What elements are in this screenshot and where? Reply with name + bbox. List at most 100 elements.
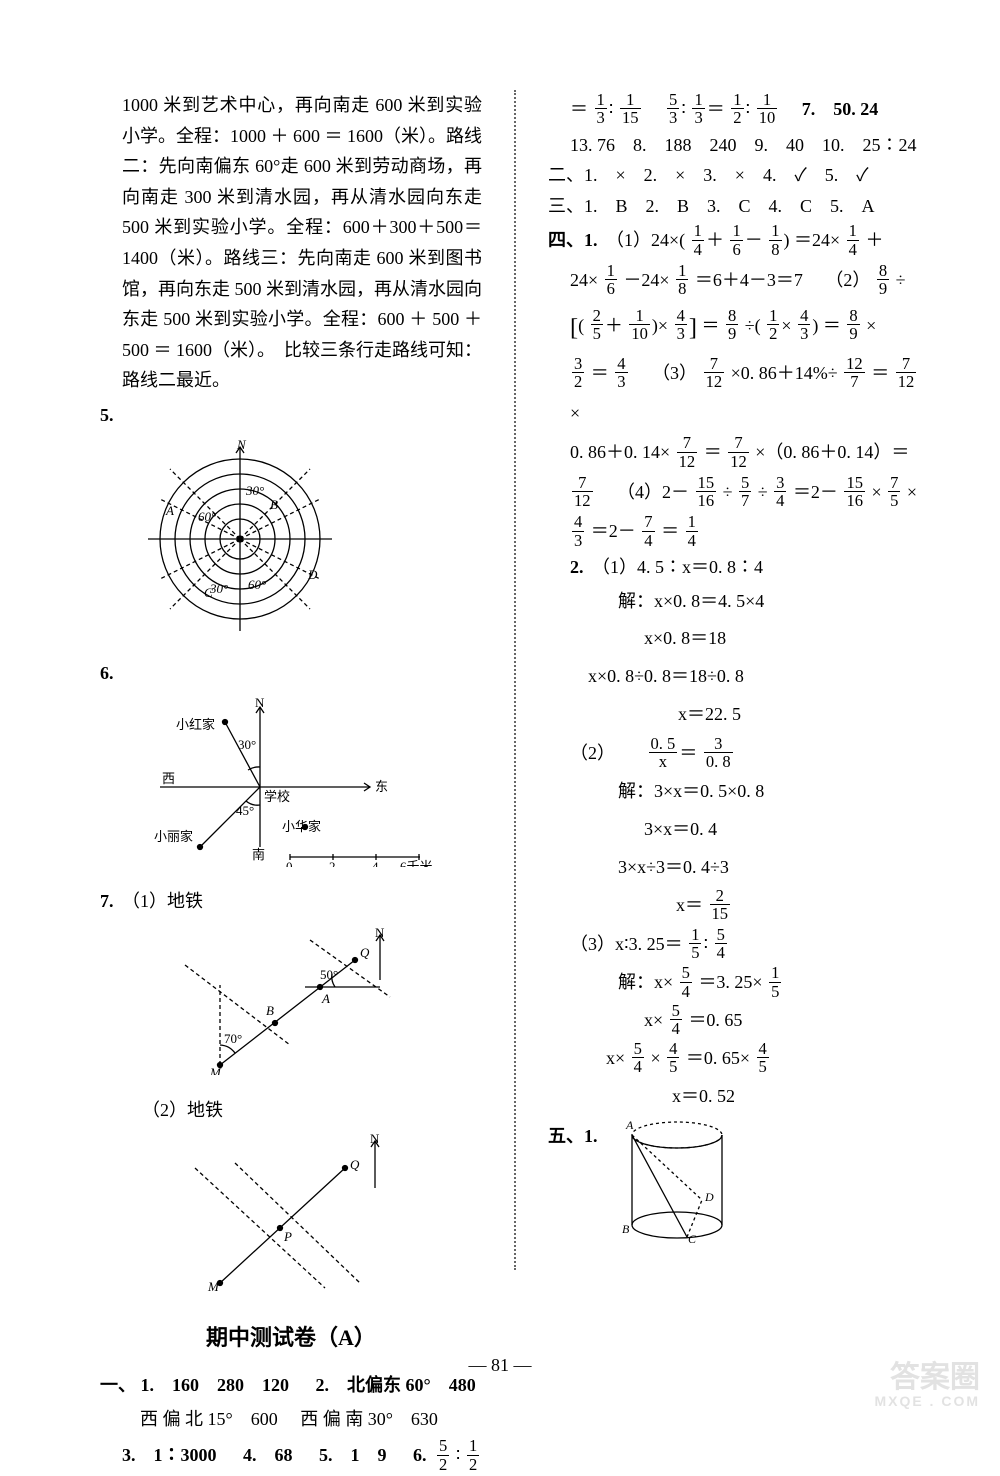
s1-i5: 5. 1 9 <box>319 1445 387 1465</box>
q2-3-head: （3）x∶3. 25＝ 15∶ 54 <box>548 925 930 965</box>
q7: 7. （1）地铁 <box>100 886 482 917</box>
q2-1-r3: x＝22. 5 <box>618 696 930 734</box>
sec4-q1-4b: 43 ＝2－ 74 ＝ 14 <box>548 512 930 552</box>
s1-i6: 6. <box>413 1445 427 1465</box>
d7b-M: M <box>207 1279 220 1293</box>
q2-2-r0: 解：3×x＝0. 5×0. 8 <box>618 773 930 811</box>
s1-i3: 3. 1∶3000 <box>122 1445 217 1465</box>
d6-E: 东 <box>375 779 388 794</box>
cyl-D: D <box>704 1190 714 1204</box>
r-l1-eq: ＝ <box>570 99 588 119</box>
r-l1-tail: 7. 50. 24 <box>802 99 879 119</box>
diag5-ang2: 60° <box>198 509 216 524</box>
d6-S: 南 <box>252 847 265 862</box>
d6-t4: 4 <box>372 859 379 867</box>
d7a-70: 70° <box>224 1031 242 1046</box>
q6-label: 6. <box>100 663 114 683</box>
d6-school: 学校 <box>264 789 290 804</box>
q5: 5. <box>100 400 482 431</box>
cyl-B: B <box>622 1222 630 1236</box>
diag5-ang1: 30° <box>245 483 264 498</box>
sec3: 三、1. B 2. B 3. C 4. C 5. A <box>548 191 930 222</box>
r-line2: 13. 76 8. 188 240 9. 40 10. 25∶24 <box>548 130 930 161</box>
r-line1: ＝ 13∶ 115 53∶ 13＝ 12∶ 110 7. 50. 24 <box>548 90 930 130</box>
d6-li: 小丽家 <box>154 829 193 844</box>
d7a-B: B <box>266 1003 274 1018</box>
d6-t0: 0 <box>286 859 293 867</box>
cyl-C: C <box>688 1232 697 1245</box>
q7-label: 7. <box>100 891 114 911</box>
q2-1-rows: 解：x×0. 8＝4. 5×4 x×0. 8＝18 x×0. 8÷0. 8＝18… <box>548 583 930 734</box>
diagram-7b: N M P Q <box>180 1133 482 1303</box>
d6-t2: 2 <box>329 859 336 867</box>
d6-ang30: 30° <box>238 737 256 752</box>
diagram-5-compass: N A B C D 30° 60° 30° 60° <box>140 439 482 649</box>
frac-1-2a: 12 <box>467 1437 479 1473</box>
sec5: 五、1. A B C D <box>548 1115 930 1245</box>
q2-2-r1: 3×x＝0. 4 <box>618 811 930 849</box>
q2-2-r3: x＝ 215 <box>618 887 930 925</box>
q6: 6. <box>100 658 482 689</box>
paragraph-routes: 1000 米到艺术中心，再向南走 600 米到实验小学。全程：1000 ＋ 60… <box>100 90 482 396</box>
q2-2-r2: 3×x÷3＝0. 4÷3 <box>618 849 930 887</box>
column-divider <box>514 90 516 1270</box>
q2-3-last: x＝0. 52 <box>618 1078 930 1116</box>
sec4-q1-1: 四、1. （1）24×( 14＋ 16－ 18) ＝24× 14 ＋ <box>548 221 930 261</box>
diag5-N: N <box>236 439 247 452</box>
watermark-big: 答案圈 <box>890 1361 980 1394</box>
d7b-P: P <box>283 1229 292 1244</box>
cylinder-diagram: A B C D <box>612 1115 742 1245</box>
d7a-A: A <box>321 991 330 1006</box>
q2-2-rows: 解：3×x＝0. 5×0. 8 3×x＝0. 4 3×x÷3＝0. 4÷3 x＝… <box>548 773 930 924</box>
d6-t6: 6千米 <box>400 859 433 867</box>
cyl-A: A <box>625 1118 634 1132</box>
q2-3-rows: 解：x× 54 ＝3. 25× 15 x× 54 ＝0. 65 x× 54 × … <box>548 964 930 1115</box>
frac-5-2: 52 <box>437 1437 449 1473</box>
sec4-q2-1-head: 2. （1）4. 5∶x＝0. 8∶4 <box>548 552 930 583</box>
d7a-M: M <box>209 1065 222 1075</box>
q2-3-ra: 解：x× 54 ＝3. 25× 15 <box>618 964 930 1002</box>
q2-3-rb: x× 54 ＝0. 65 <box>618 1002 930 1040</box>
d7b-N: N <box>370 1133 380 1146</box>
d7a-Q: Q <box>360 945 370 960</box>
sec4-label: 四、1. <box>548 230 598 250</box>
watermark: 答案圈 MXQE . COM <box>874 1361 980 1409</box>
sec4-q1-4: 712 （4）2－ 1516 ÷ 57 ÷ 34 ＝2－ 1516 × 75 × <box>548 473 930 513</box>
sec4-q1-3: 0. 86＋0. 14× 712 ＝ 712 ×（0. 86＋0. 14）＝ <box>548 433 930 473</box>
s1-i2b: 西 偏 北 15° 600 西 偏 南 30° 630 <box>100 1402 482 1436</box>
diag5-A: A <box>165 503 174 518</box>
watermark-small: MXQE . COM <box>874 1394 980 1409</box>
diagram-7a: N M A B Q 70° 50° <box>180 925 482 1085</box>
left-column: 1000 米到艺术中心，再向南走 600 米到实验小学。全程：1000 ＋ 60… <box>100 90 494 1270</box>
sec4-q1-2b: 32 ＝ 43 （3） 712 ×0. 86＋14%÷ 127 ＝ 712 × <box>548 354 930 433</box>
q2-3-rc: x× 54 × 45 ＝0. 65× 45 <box>606 1040 930 1078</box>
d6-hua: 小华家 <box>282 819 321 834</box>
s1-i6-colon: ∶ <box>456 1445 461 1465</box>
sec4-q1-1b: 24× 16 －24× 18 ＝6＋4－3＝7 （2） 89 ÷ <box>548 261 930 301</box>
section-1-answers: 一、 1. 160 280 120 2. 北偏东 60° 480 西 偏 北 1… <box>100 1368 482 1476</box>
q2-1-r0: 解：x×0. 8＝4. 5×4 <box>618 583 930 621</box>
q7-1-text: （1）地铁 <box>122 891 203 911</box>
d6-W: 西 <box>162 771 175 786</box>
diag5-ang3: 30° <box>209 581 228 596</box>
q2-label: 2. <box>570 557 584 577</box>
q2-1-head: （1）4. 5∶x＝0. 8∶4 <box>592 557 763 577</box>
sec4-q1-2: [( 25＋ 110)× 43] ＝ 89 ÷( 12× 43) ＝ 89 × <box>548 301 930 354</box>
s1-i4: 4. 68 <box>243 1445 293 1465</box>
diag5-D: D <box>307 567 318 582</box>
d7b-Q: Q <box>350 1157 360 1172</box>
d6-N: N <box>255 697 265 710</box>
q5-label: 5. <box>100 405 114 425</box>
q2-1-r1: x×0. 8＝18 <box>618 620 930 658</box>
diagram-6-directions: N 西 东 南 学校 小红家 小华家 小丽家 30° 45° 0 2 4 6千米 <box>140 697 482 877</box>
diag5-ang4: 60° <box>248 577 266 592</box>
d7a-50: 50° <box>320 967 338 982</box>
d6-hong: 小红家 <box>176 717 215 732</box>
q7-2-text: （2）地铁 <box>100 1095 482 1126</box>
right-column: ＝ 13∶ 115 53∶ 13＝ 12∶ 110 7. 50. 24 13. … <box>536 90 930 1270</box>
diag5-B: B <box>270 497 278 512</box>
sec5-label: 五、1. <box>548 1115 598 1152</box>
d7a-N: N <box>375 925 385 940</box>
page-number: — 81 — <box>0 1350 1000 1381</box>
q2-2-head: （2） 0. 5x＝ 30. 8 <box>548 734 930 774</box>
